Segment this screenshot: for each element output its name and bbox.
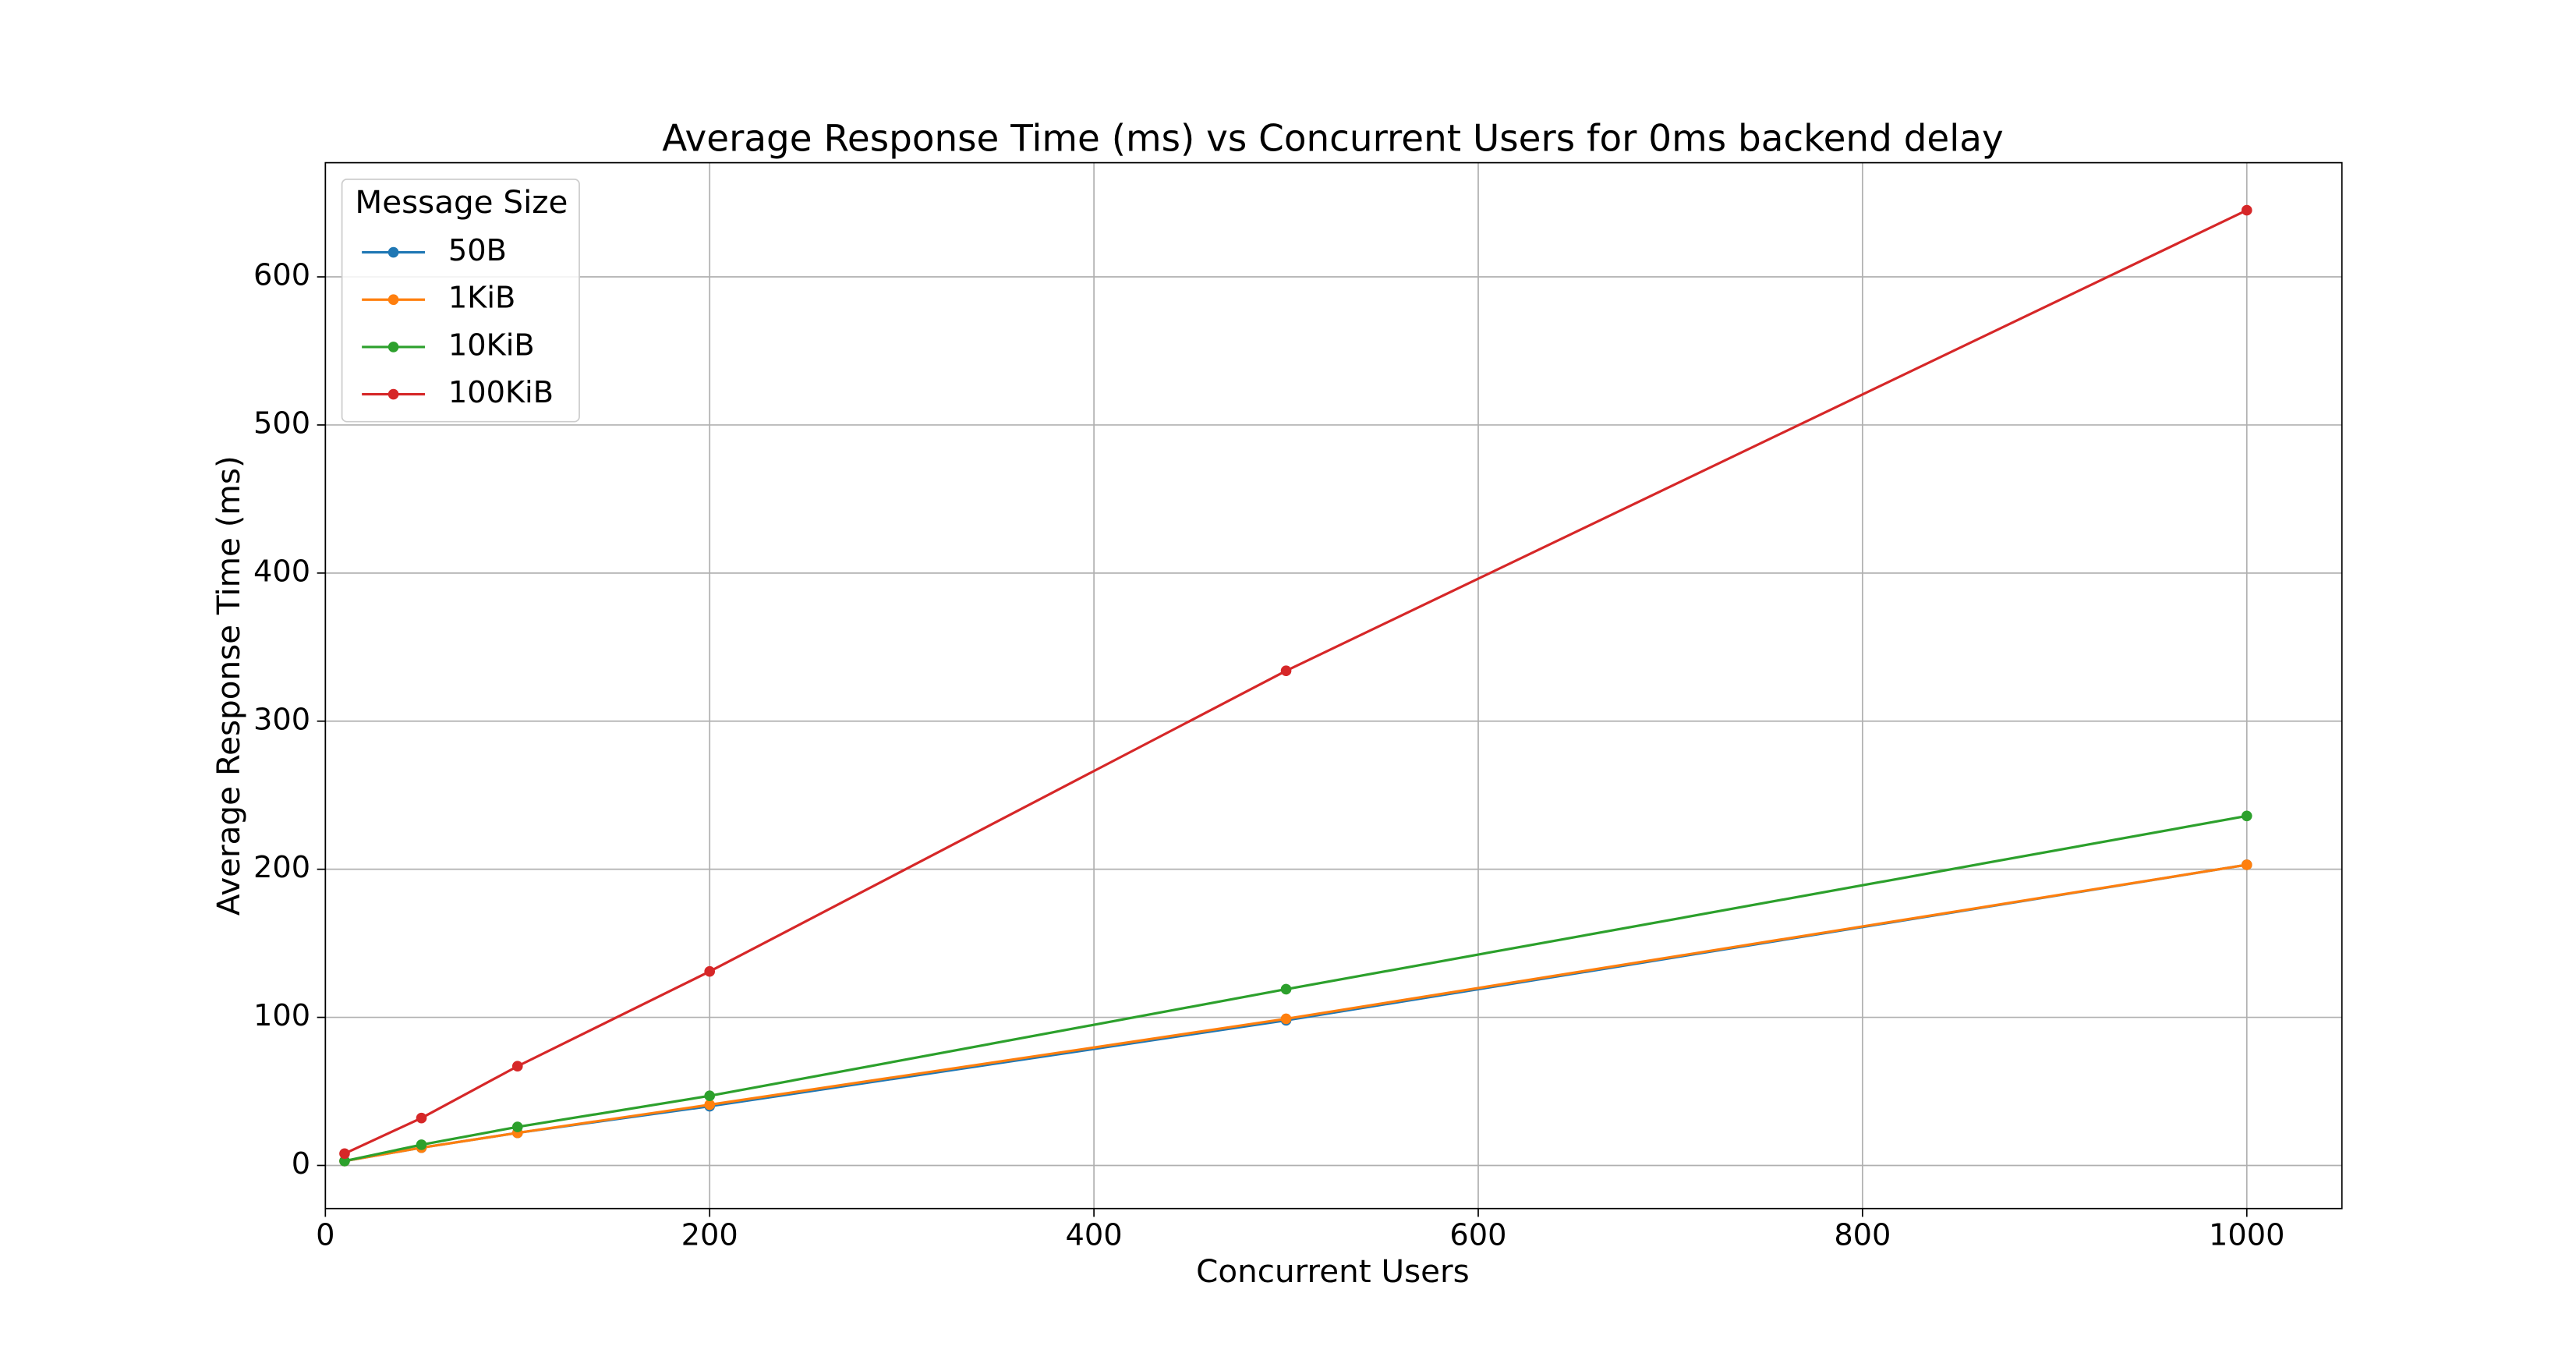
data-point <box>704 1099 716 1110</box>
x-tick-label: 1000 <box>2209 1217 2284 1252</box>
y-tick-label: 600 <box>253 258 310 293</box>
x-tick-label: 800 <box>1834 1217 1891 1252</box>
y-axis-label: Average Response Time (ms) <box>210 455 247 916</box>
data-point <box>704 965 716 977</box>
data-point <box>511 1121 523 1132</box>
legend-label: 50B <box>448 233 507 268</box>
data-point <box>511 1061 523 1072</box>
data-point <box>1280 665 1292 676</box>
y-tick-label: 200 <box>253 850 310 885</box>
y-tick-label: 100 <box>253 998 310 1033</box>
y-tick-label: 0 <box>292 1146 310 1181</box>
data-point <box>1280 1013 1292 1025</box>
data-point <box>2241 859 2252 870</box>
data-point <box>416 1112 427 1124</box>
data-point <box>704 1090 716 1102</box>
series-line <box>344 814 2248 1163</box>
legend-box <box>341 179 580 423</box>
data-point <box>339 1148 350 1160</box>
plot-frame <box>324 161 2343 1210</box>
legend-label: 10KiB <box>448 328 535 363</box>
data-point <box>1280 983 1292 995</box>
x-tick-label: 400 <box>1066 1217 1123 1252</box>
data-point <box>416 1139 427 1150</box>
legend-label: 100KiB <box>448 375 554 410</box>
data-point <box>339 1155 350 1167</box>
x-tick-label: 600 <box>1449 1217 1506 1252</box>
series-line <box>344 209 2248 1155</box>
legend: Message Size 50B 1KiB 10KiB 100KiB <box>341 179 580 423</box>
legend-marker <box>387 342 399 352</box>
x-tick-label: 0 <box>316 1217 334 1252</box>
y-tick-label: 500 <box>253 406 310 441</box>
data-point <box>2241 810 2252 822</box>
legend-title: Message Size <box>355 183 568 221</box>
legend-marker <box>387 246 399 258</box>
data-point <box>2241 204 2252 216</box>
legend-label: 1KiB <box>448 281 515 316</box>
series-line <box>344 863 2248 1163</box>
chart-title: Average Response Time (ms) vs Concurrent… <box>662 118 2003 160</box>
y-tick-label: 400 <box>253 554 310 589</box>
x-tick-label: 200 <box>681 1217 738 1252</box>
x-axis-label: Concurrent Users <box>1196 1252 1470 1290</box>
legend-marker <box>387 294 399 306</box>
legend-marker <box>387 388 399 400</box>
y-tick-label: 300 <box>253 702 310 737</box>
